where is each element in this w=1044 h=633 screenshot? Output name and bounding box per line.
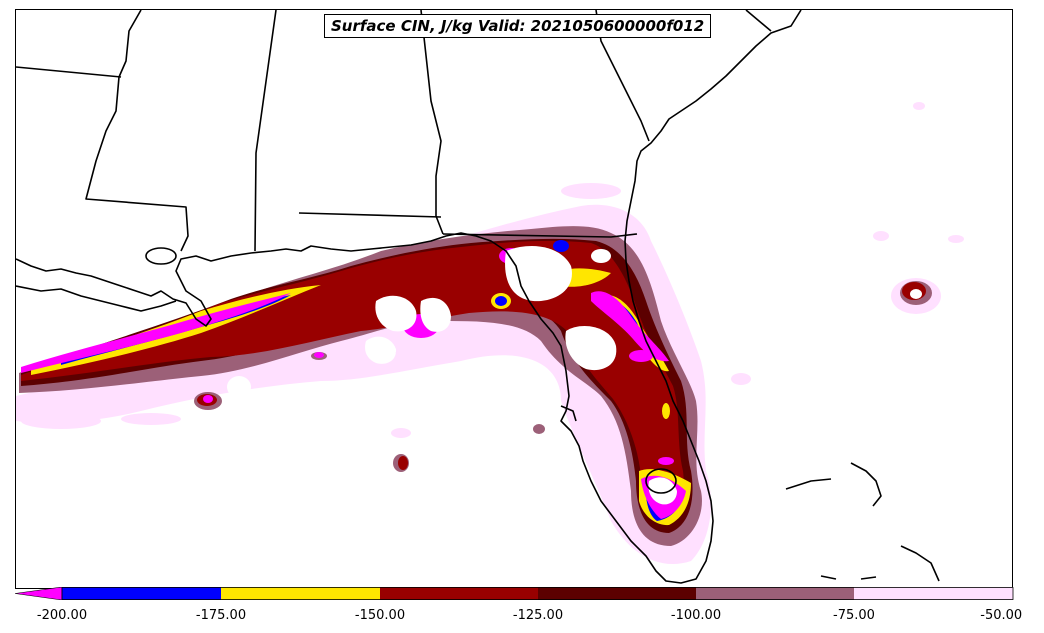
colorbar-segment-4 [538,587,696,600]
cin-field [16,102,964,565]
colorbar-extend-arrow [15,587,63,600]
colorbar-tick-label: -100.00 [670,608,722,623]
border-sc-nc [745,10,772,32]
colorbar-tick-label: -125.00 [512,608,564,623]
coastline-louisiana [16,285,177,312]
map-title: Surface CIN, J/kg Valid: 2021050600000f0… [324,14,712,38]
lake-okeechobee [645,468,677,494]
border-al-ga [420,10,444,235]
cin-map [16,10,964,584]
border-ar-la [16,66,122,78]
colorbar-tick-label: -175.00 [195,608,247,623]
coastline-main [16,10,802,584]
map-panel [15,9,1013,589]
bahamas-south [860,576,877,580]
border-ms-west [85,10,189,252]
colorbar-segment-5 [696,587,854,600]
geographic-boundaries [16,10,940,584]
colorbar-tick-label: -200.00 [36,608,88,623]
border-ms-al [254,10,277,252]
colorbar-tick-label: -50.00 [980,608,1023,623]
tampa-bay [560,405,577,422]
lake-pontchartrain [145,247,177,265]
colorbar-outline [61,587,1014,600]
bahamas-andros [900,545,940,582]
bahamas-grand [785,478,832,490]
coastline-georgia [595,10,650,142]
border-ga-fl [442,233,638,238]
colorbar-tick-label: -75.00 [833,608,875,623]
colorbar-segment-2 [221,587,380,600]
colorbar-tick-label: -150.00 [354,608,406,623]
border-al-fl [298,212,442,218]
colorbar-segment-6 [854,587,1013,600]
colorbar-segment-3 [380,587,538,600]
colorbar-segment-1 [62,587,221,600]
bahamas-south2 [820,575,837,580]
colorbar [15,587,1014,600]
bahamas-abaco [850,462,882,507]
